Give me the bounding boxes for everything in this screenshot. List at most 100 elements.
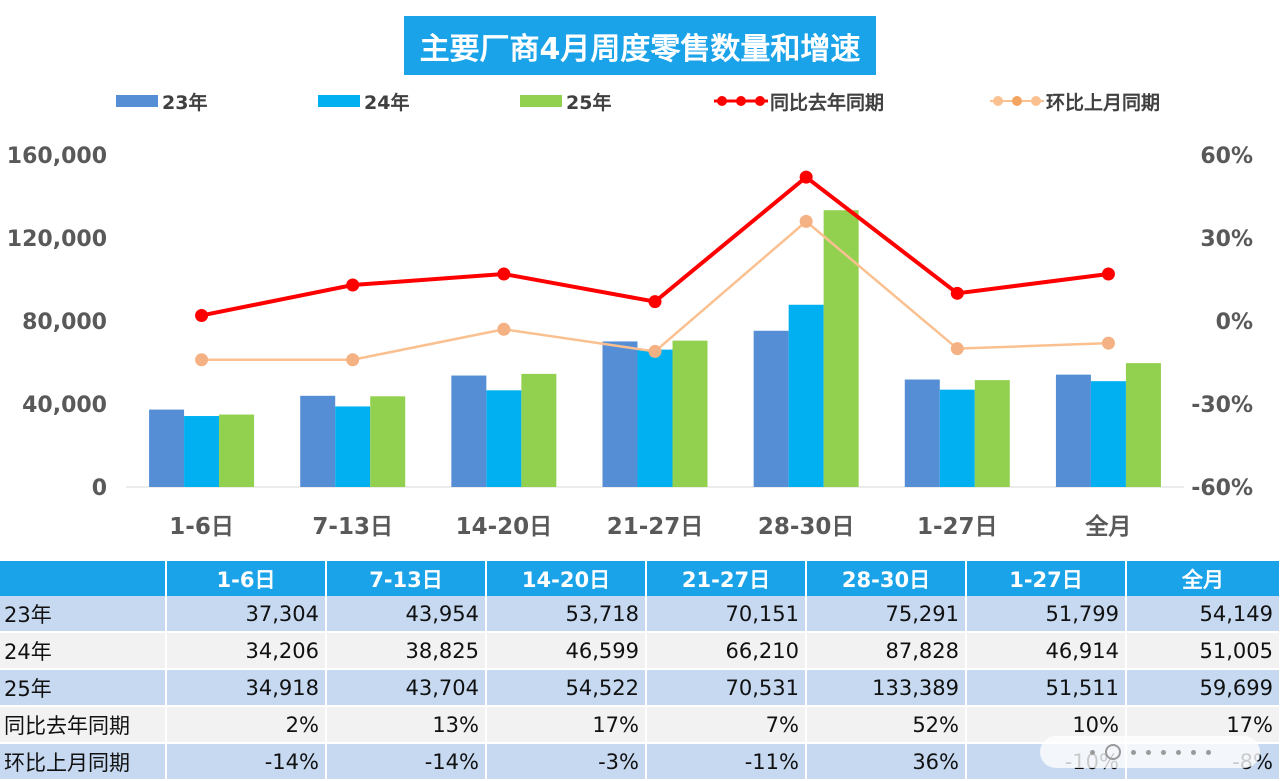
table-row: 同比去年同期 2% 13% 17% 7% 52% 10% 17% [0,706,1280,744]
bar [1125,363,1161,487]
legend-line-marker [714,96,768,106]
dot-icon [1089,749,1095,755]
y-right-tick-label: -30% [1191,393,1253,418]
line-point [950,342,964,356]
legend-swatch [318,95,360,107]
table-row: 25年 34,918 43,704 54,522 70,531 133,389 … [0,669,1280,707]
chart-area: 主要厂商4月周度零售数量和增速 23年 24年 25年 同比去年同期 环比上月同… [6,16,1253,540]
row-label: 23年 [0,596,167,633]
bar [486,390,522,487]
row-label: 环比上月同期 [0,743,167,781]
table-cell: 46,599 [486,632,647,670]
y-left-tick-label: 80,000 [22,310,107,335]
bar [219,414,255,487]
x-tick-label: 21-27日 [607,514,704,540]
table-row: 24年 34,206 38,825 46,599 66,210 87,828 4… [0,632,1280,670]
table-cell: 66,210 [646,632,807,670]
line-point [346,353,360,367]
table-header-cell: 1-27日 [966,561,1127,596]
bar [823,210,859,487]
plot-area: 0 40,000 80,000 120,000 160,000 -60% -30% 0% 30%… [7,144,1253,540]
bar [753,330,789,487]
row-label: 24年 [0,632,167,670]
table-header-cell: 21-27日 [646,561,807,596]
x-tick-label: 14-20日 [456,514,553,540]
line-point [195,353,209,367]
dot-icon [1130,749,1136,755]
y-left-tick-label: 160,000 [7,144,107,169]
table-cell: 51,799 [966,596,1127,633]
line-point [195,308,209,322]
table-cell: 59,699 [1126,669,1280,707]
line-point [648,344,662,358]
table-cell: -3% [486,743,647,781]
table-cell: 37,304 [166,596,327,633]
legend-item-25: 25年 [520,90,611,114]
x-tick-label: 1-27日 [917,514,998,540]
legend-swatch [520,95,562,107]
table-cell: 54,149 [1126,596,1280,633]
table-cell: 36% [806,743,967,781]
bar [149,409,185,487]
table-cell: -14% [166,743,327,781]
table-row: 23年 37,304 43,954 53,718 70,151 75,291 5… [0,596,1280,633]
y-right-tick-label: 30% [1200,227,1253,252]
legend-item-mom: 环比上月同期 [990,90,1160,114]
line-point [1101,267,1115,281]
data-table: 1-6日 7-13日 14-20日 21-27日 28-30日 1-27日 全月… [0,561,1280,781]
bar [1090,381,1126,487]
legend-line-marker [990,96,1044,106]
bar [602,341,638,487]
dot-icon [1175,749,1181,755]
table-header-cell: 全月 [1126,561,1280,596]
table-header-cell [0,561,167,596]
table-cell: 2% [166,706,327,744]
table-cell: 133,389 [806,669,967,707]
table-cell: 75,291 [806,596,967,633]
legend-label: 同比去年同期 [770,91,885,114]
row-label: 同比去年同期 [0,706,167,744]
table-header-cell: 14-20日 [486,561,647,596]
table-header-row: 1-6日 7-13日 14-20日 21-27日 28-30日 1-27日 全月 [0,561,1280,596]
series-line [201,174,1109,318]
x-tick-label: 7-13日 [312,514,393,540]
bar [904,379,940,487]
chart-title: 主要厂商4月周度零售数量和增速 [404,16,876,75]
dot-icon [1160,749,1166,755]
legend-item-yoy: 同比去年同期 [714,90,885,114]
legend-label: 24年 [364,91,410,114]
table-cell: 34,918 [166,669,327,707]
table-cell: 46,914 [966,632,1127,670]
table-cell: 7% [646,706,807,744]
bar [672,340,708,487]
bar [974,380,1010,487]
table-cell: 13% [326,706,487,744]
table-cell: 52% [806,706,967,744]
dot-icon [1205,749,1211,755]
dot-icon [1190,749,1196,755]
bar [1055,374,1091,487]
line-point [1101,336,1115,350]
row-label: 25年 [0,669,167,707]
table-header-cell: 1-6日 [166,561,327,596]
ring-icon [1104,744,1121,760]
legend-label: 23年 [162,91,208,114]
table-cell: 38,825 [326,632,487,670]
bar [939,389,975,487]
bar [300,395,336,487]
line-point [799,170,813,184]
table-header-cell: 28-30日 [806,561,967,596]
table-cell: 51,005 [1126,632,1280,670]
table-cell: 54,522 [486,669,647,707]
table-header-cell: 7-13日 [326,561,487,596]
bar [637,349,673,487]
table-cell: -14% [326,743,487,781]
line-point [950,286,964,300]
line-point [497,322,511,336]
table-cell: 53,718 [486,596,647,633]
bar [184,416,220,487]
table-cell: 43,954 [326,596,487,633]
table-cell: 17% [486,706,647,744]
line-point [799,214,813,228]
watermark-overlay [1040,736,1260,768]
